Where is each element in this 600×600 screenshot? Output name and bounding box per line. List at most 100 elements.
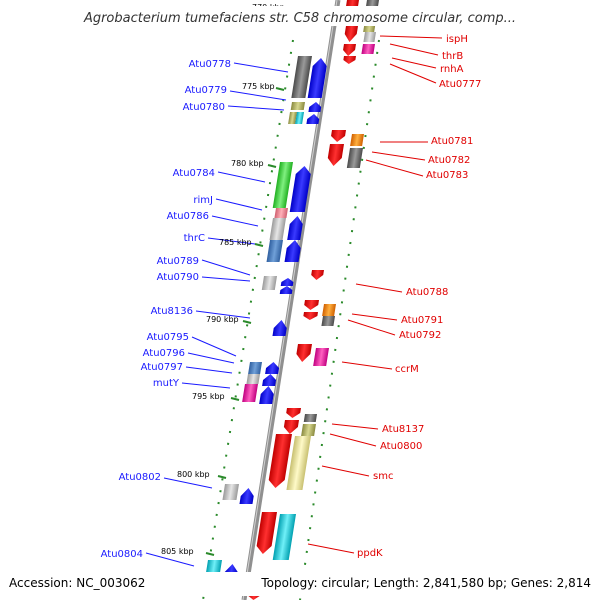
gene-arrow [306,114,320,124]
leader-line [329,433,377,447]
gene-label-atu0786[interactable]: Atu0786 [167,211,209,222]
gene-label-thrb[interactable]: thrB [442,51,463,62]
gene-label-atu0795[interactable]: Atu0795 [147,332,189,343]
gene-label-atu0789[interactable]: Atu0789 [157,256,199,267]
gene-label-ccrm[interactable]: ccrM [395,364,419,375]
gene-box [286,436,311,490]
gene-label-rimj[interactable]: rimJ [193,195,213,206]
leader-line [163,477,213,489]
leader-line [227,105,285,111]
gene-arrow [262,374,277,386]
leader-line [365,159,424,177]
gene-arrow [284,240,301,262]
gene-label-atu0778[interactable]: Atu0778 [189,59,231,70]
scale-label-800: 800 kbp [177,470,210,479]
map-title: Agrobacterium tumefaciens str. C58 chrom… [83,11,516,26]
gene-box-atu0784 [272,162,293,208]
gene-label-isph[interactable]: ispH [446,34,468,45]
gene-label-atu0784[interactable]: Atu0784 [173,168,215,179]
gene-label-muty[interactable]: mutY [153,378,180,389]
gene-arrow [308,102,322,112]
leader-line [181,382,231,389]
gene-label-atu0804[interactable]: Atu0804 [101,549,143,560]
leader-line [341,361,393,370]
gene-arrow [283,420,299,434]
gene-box [242,384,258,402]
leader-line [379,35,443,39]
leader-line [233,62,289,73]
gene-label-atu0779[interactable]: Atu0779 [185,85,227,96]
gene-box [313,348,329,366]
gene-arrow [344,26,358,42]
gene-box [295,112,304,124]
gene-label-ppdk[interactable]: ppdK [357,548,383,559]
scale-label-795: 795 kbp [192,392,225,401]
leader-line [371,151,426,161]
gene-arrow [307,58,327,98]
gene-box [246,374,260,384]
gene-label-atu0791[interactable]: Atu0791 [401,315,443,326]
gene-label-atu0792[interactable]: Atu0792 [399,330,441,341]
chromosome-backbone [241,0,341,600]
scale-ticks [205,87,285,556]
leader-line [185,366,233,374]
leader-line [321,465,370,477]
gene-box [321,316,336,326]
gene-arrow-smc [268,434,292,488]
gene-box [222,484,239,500]
gene-label-atu0802[interactable]: Atu0802 [119,472,161,483]
gene-label-atu0783[interactable]: Atu0783 [426,170,468,181]
gene-label-atu0797[interactable]: Atu0797 [141,362,183,373]
leader-line [201,259,251,276]
gene-box [290,102,305,110]
gene-box [269,218,286,240]
gene-label-atu0790[interactable]: Atu0790 [157,272,199,283]
gene-label-atu8137[interactable]: Atu8137 [382,424,424,435]
scale-label-785: 785 kbp [219,238,252,247]
accession-text: Accession: NC_003062 [9,576,145,590]
gene-label-thrc[interactable]: thrC [184,233,205,244]
leader-line [391,57,437,69]
gene-arrow [331,130,346,142]
leader-line [215,198,263,211]
gene-arrow [272,320,287,336]
gene-box [346,148,363,168]
gene-arrow [289,166,311,212]
leader-line [355,283,403,293]
scale-label-780: 780 kbp [231,159,264,168]
gene-label-atu8136[interactable]: Atu8136 [151,306,193,317]
gene-label-smc[interactable]: smc [373,471,393,482]
gene-arrow [265,362,280,374]
gene-label-atu0788[interactable]: Atu0788 [406,287,448,298]
gene-label-atu0781[interactable]: Atu0781 [431,136,473,147]
gene-label-atu0796[interactable]: Atu0796 [143,348,185,359]
leader-line [347,319,396,336]
gene-box [361,44,375,54]
gene-label-atu0777[interactable]: Atu0777 [439,79,481,90]
gene-box [363,32,376,42]
gene-box [303,414,318,422]
gene-label-atu0800[interactable]: Atu0800 [380,441,422,452]
leader-line [217,171,266,183]
gene-label-atu0782[interactable]: Atu0782 [428,155,470,166]
gene-arrow [287,216,303,240]
leader-line [145,552,195,567]
gene-box [272,514,296,560]
gene-arrow [286,408,301,418]
gene-box [350,134,364,146]
leader-line [307,543,355,554]
scale-label-775: 775 kbp [242,82,275,91]
leader-line [351,313,398,321]
leader-line [389,43,439,56]
leader-line [195,310,251,319]
leader-line [331,423,379,430]
gene-label-rnha[interactable]: rnhA [440,64,464,75]
gene-label-atu0780[interactable]: Atu0780 [183,102,225,113]
leader-line [191,336,237,357]
leader-line [389,63,437,84]
gene-box [248,362,262,374]
gene-arrow [296,344,312,362]
gene-arrow [327,144,344,166]
gene-arrow [343,56,356,64]
gene-arrow-ppdk [256,512,277,554]
